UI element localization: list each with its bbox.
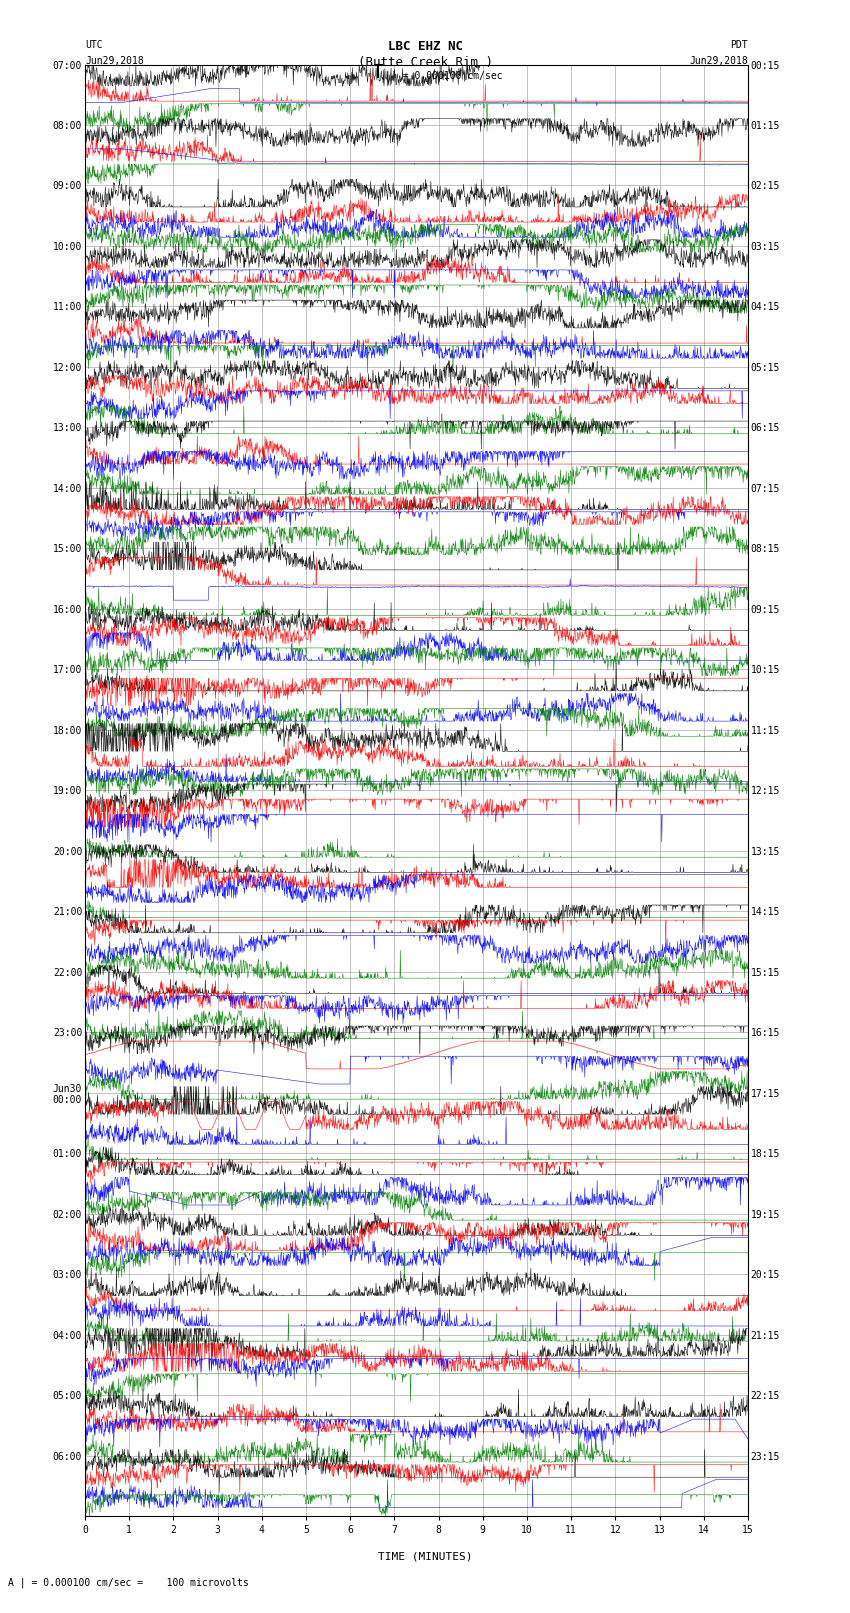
Text: A | = 0.000100 cm/sec =    100 microvolts: A | = 0.000100 cm/sec = 100 microvolts [8,1578,249,1589]
Text: Jun29,2018: Jun29,2018 [85,56,144,66]
Text: TIME (MINUTES): TIME (MINUTES) [377,1552,473,1561]
Text: | = 0.000100 cm/sec: | = 0.000100 cm/sec [391,71,502,82]
Text: UTC: UTC [85,40,103,50]
Text: LBC EHZ NC: LBC EHZ NC [388,40,462,53]
Text: PDT: PDT [730,40,748,50]
Text: (Butte Creek Rim ): (Butte Creek Rim ) [358,56,492,69]
Text: Jun29,2018: Jun29,2018 [689,56,748,66]
